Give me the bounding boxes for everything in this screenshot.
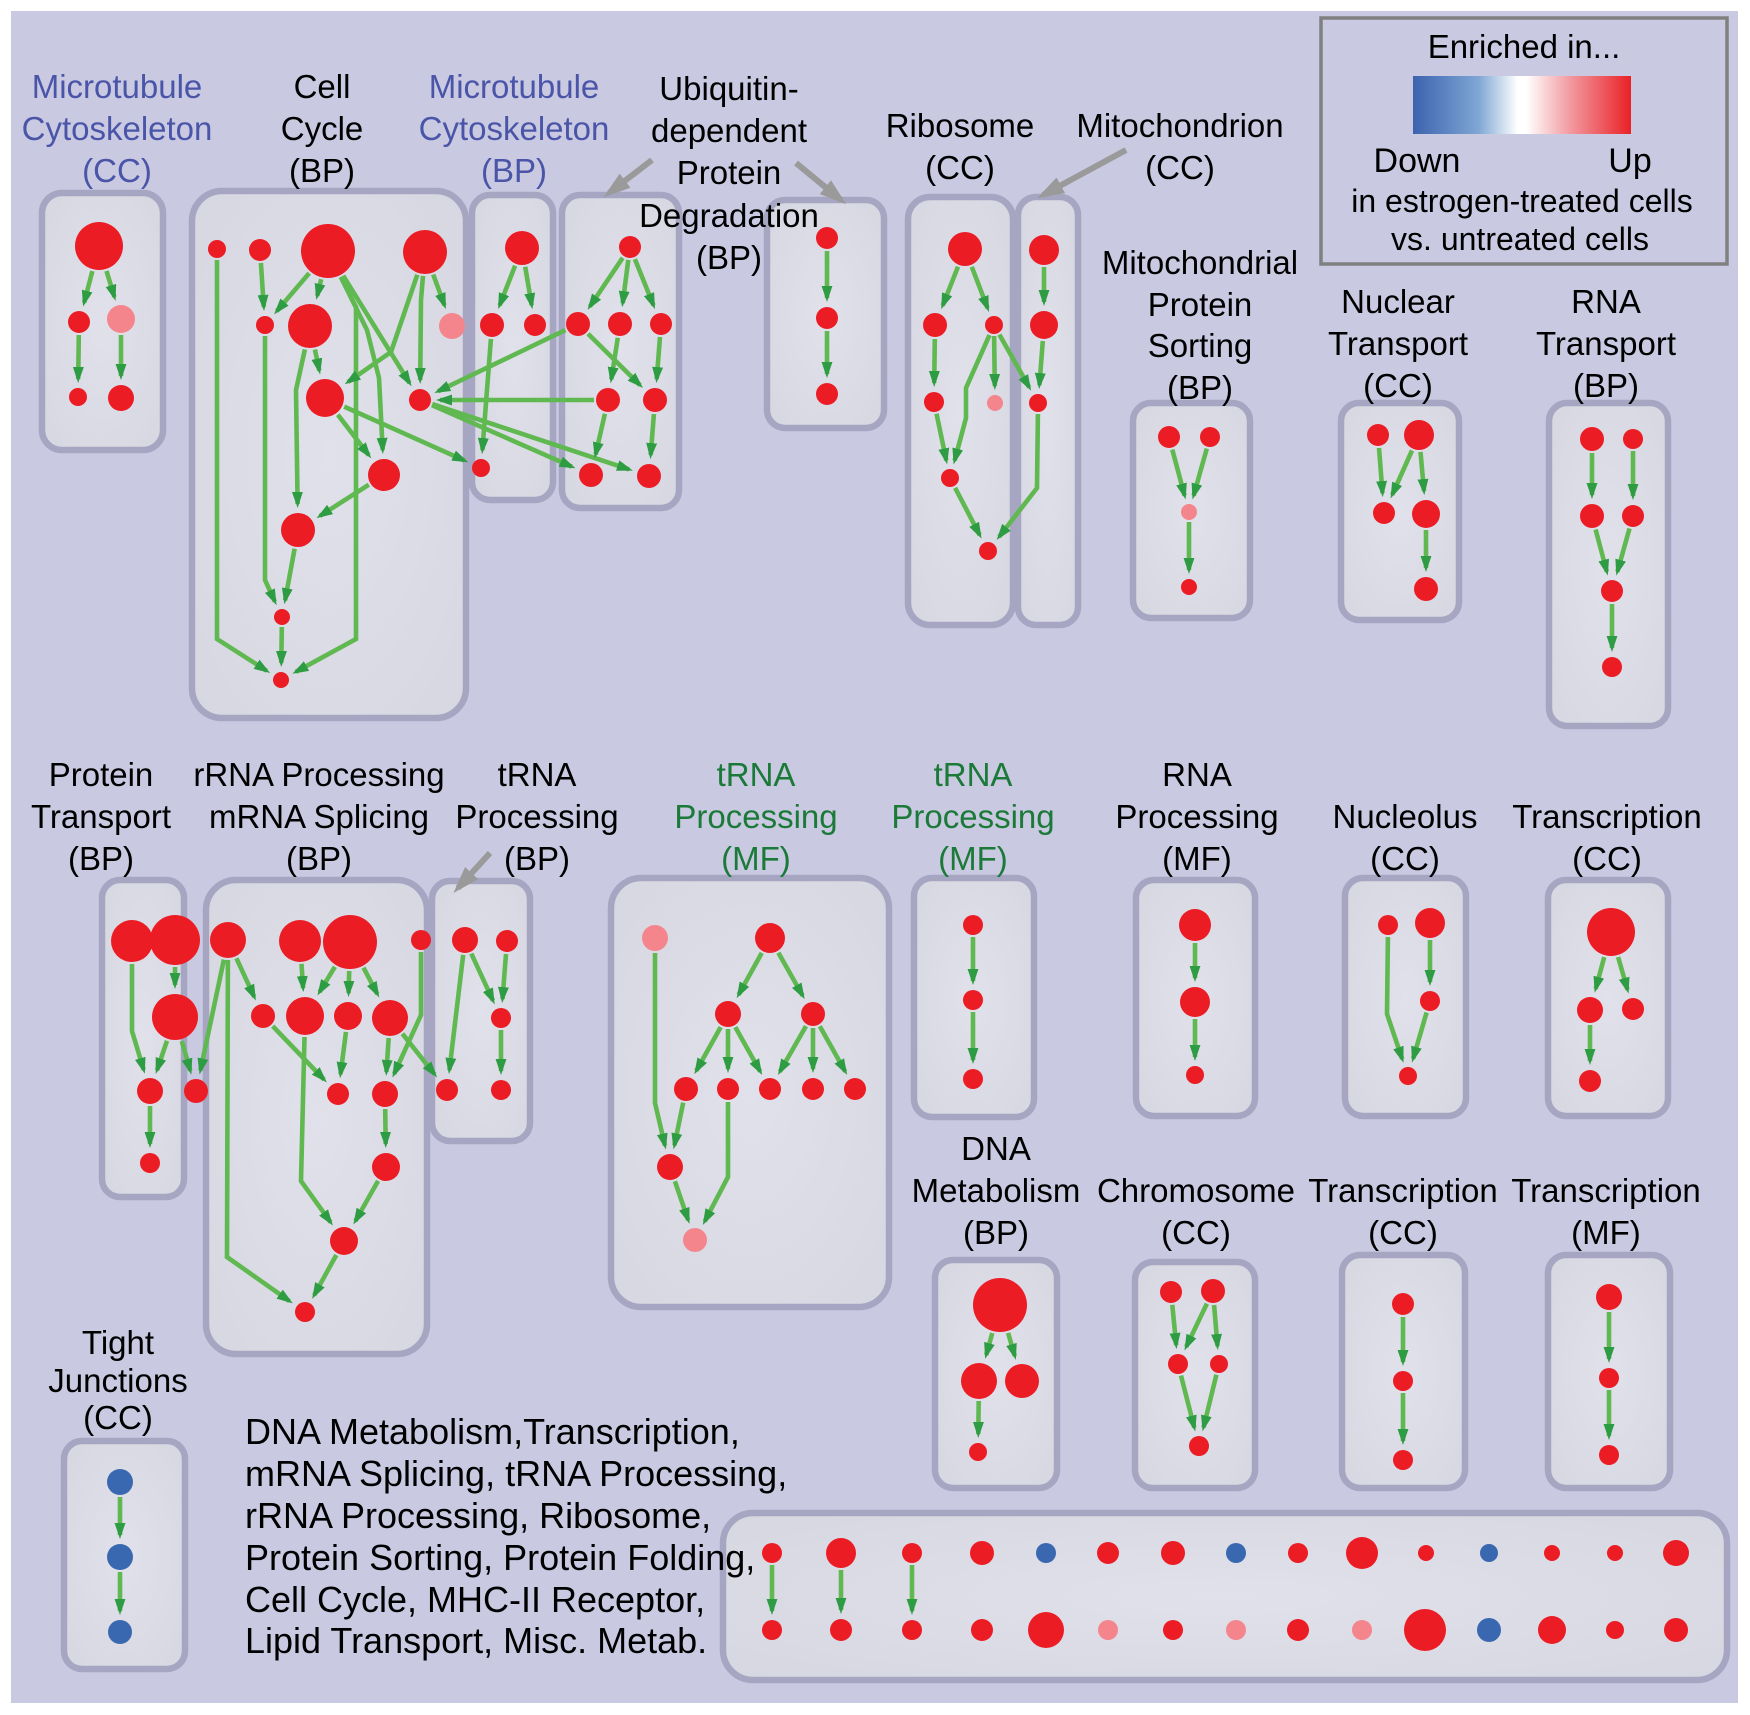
svg-text:RNA: RNA — [1571, 283, 1641, 320]
svg-text:(CC): (CC) — [1368, 1214, 1438, 1251]
svg-text:Microtubule: Microtubule — [32, 68, 203, 105]
svg-text:Enriched in...: Enriched in... — [1428, 28, 1621, 65]
svg-text:(BP): (BP) — [504, 840, 570, 877]
svg-text:Degradation: Degradation — [639, 197, 819, 234]
svg-text:Processing: Processing — [455, 798, 618, 835]
svg-text:Processing: Processing — [674, 798, 837, 835]
svg-text:Protein Sorting, Protein Foldi: Protein Sorting, Protein Folding, — [245, 1537, 755, 1578]
svg-text:(CC): (CC) — [1363, 367, 1433, 404]
svg-text:RNA: RNA — [1162, 756, 1232, 793]
svg-text:(MF): (MF) — [1571, 1214, 1641, 1251]
svg-text:Transport: Transport — [31, 798, 171, 835]
svg-text:Transcription: Transcription — [1308, 1172, 1498, 1209]
svg-text:Cycle: Cycle — [281, 110, 364, 147]
svg-text:Mitochondrion: Mitochondrion — [1076, 107, 1283, 144]
svg-text:DNA: DNA — [961, 1130, 1031, 1167]
svg-text:(CC): (CC) — [1161, 1214, 1231, 1251]
svg-text:Chromosome: Chromosome — [1097, 1172, 1295, 1209]
svg-text:Metabolism: Metabolism — [912, 1172, 1081, 1209]
svg-text:Cell: Cell — [294, 68, 351, 105]
svg-text:Mitochondrial: Mitochondrial — [1102, 244, 1298, 281]
svg-text:mRNA Splicing: mRNA Splicing — [209, 798, 429, 835]
svg-text:(BP): (BP) — [286, 840, 352, 877]
svg-text:(MF): (MF) — [1162, 840, 1232, 877]
svg-text:Cytoskeleton: Cytoskeleton — [419, 110, 610, 147]
svg-text:Down: Down — [1374, 142, 1461, 180]
svg-text:rRNA Processing, Ribosome,: rRNA Processing, Ribosome, — [245, 1495, 711, 1536]
svg-text:mRNA Splicing, tRNA Processing: mRNA Splicing, tRNA Processing, — [245, 1453, 787, 1494]
svg-text:(CC): (CC) — [925, 149, 995, 186]
svg-text:(BP): (BP) — [289, 152, 355, 189]
svg-text:vs. untreated cells: vs. untreated cells — [1391, 221, 1649, 257]
svg-text:(MF): (MF) — [721, 840, 791, 877]
svg-text:(BP): (BP) — [1573, 367, 1639, 404]
svg-text:(CC): (CC) — [1572, 840, 1642, 877]
svg-text:(CC): (CC) — [82, 152, 152, 189]
svg-text:(BP): (BP) — [68, 840, 134, 877]
svg-text:(CC): (CC) — [1145, 149, 1215, 186]
svg-text:(BP): (BP) — [1167, 369, 1233, 406]
svg-text:Nuclear: Nuclear — [1341, 283, 1455, 320]
svg-text:Ribosome: Ribosome — [886, 107, 1035, 144]
svg-text:tRNA: tRNA — [498, 756, 577, 793]
svg-text:Protein: Protein — [677, 154, 782, 191]
svg-text:(CC): (CC) — [1370, 840, 1440, 877]
svg-text:Processing: Processing — [891, 798, 1054, 835]
svg-text:Transcription: Transcription — [1512, 798, 1702, 835]
svg-text:dependent: dependent — [651, 112, 807, 149]
svg-text:tRNA: tRNA — [717, 756, 796, 793]
svg-text:(BP): (BP) — [696, 239, 762, 276]
svg-text:Microtubule: Microtubule — [429, 68, 600, 105]
svg-text:(MF): (MF) — [938, 840, 1008, 877]
svg-text:Cell Cycle, MHC-II Receptor,: Cell Cycle, MHC-II Receptor, — [245, 1579, 705, 1620]
svg-text:(CC): (CC) — [83, 1399, 153, 1436]
svg-text:Transport: Transport — [1536, 325, 1676, 362]
svg-text:Tight: Tight — [82, 1324, 154, 1361]
svg-text:Processing: Processing — [1115, 798, 1278, 835]
svg-text:rRNA Processing: rRNA Processing — [193, 756, 444, 793]
svg-text:tRNA: tRNA — [934, 756, 1013, 793]
svg-text:Transport: Transport — [1328, 325, 1468, 362]
svg-text:(BP): (BP) — [963, 1214, 1029, 1251]
svg-text:(BP): (BP) — [481, 152, 547, 189]
svg-text:Transcription: Transcription — [1511, 1172, 1701, 1209]
svg-text:Protein: Protein — [49, 756, 154, 793]
svg-text:Junctions: Junctions — [48, 1362, 187, 1399]
svg-text:DNA Metabolism,Transcription,: DNA Metabolism,Transcription, — [245, 1411, 740, 1452]
svg-text:Lipid Transport, Misc. Metab.: Lipid Transport, Misc. Metab. — [245, 1620, 707, 1661]
svg-text:Up: Up — [1608, 142, 1651, 180]
svg-text:Nucleolus: Nucleolus — [1333, 798, 1478, 835]
svg-text:Cytoskeleton: Cytoskeleton — [22, 110, 213, 147]
svg-text:in estrogen-treated cells: in estrogen-treated cells — [1351, 183, 1693, 219]
svg-text:Sorting: Sorting — [1148, 327, 1253, 364]
svg-text:Ubiquitin-: Ubiquitin- — [659, 70, 798, 107]
svg-text:Protein: Protein — [1148, 286, 1253, 323]
